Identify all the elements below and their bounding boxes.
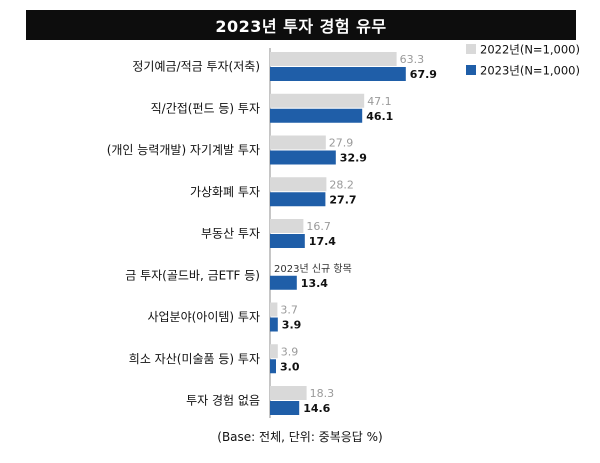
category-label: 정기예금/적금 투자(저축) (132, 60, 260, 74)
bar-2023 (270, 192, 326, 207)
data-label-2023: 67.9 (410, 68, 437, 81)
bar-2022 (270, 177, 327, 192)
category-label: 사업분야(아이템) 투자 (147, 310, 260, 324)
bar-2022 (270, 219, 304, 233)
data-label-2023: 3.9 (282, 319, 302, 332)
data-label-2023: 46.1 (366, 110, 393, 123)
bar-2023 (270, 234, 305, 248)
bar-2022 (270, 135, 326, 150)
category-label: (개인 능력개발) 자기계발 투자 (107, 143, 260, 157)
data-label-2023: 27.7 (329, 193, 356, 206)
bar-2023 (270, 150, 336, 165)
bar-2022 (270, 52, 397, 66)
bar-2022 (270, 302, 278, 317)
legend-swatch-2022 (466, 44, 476, 54)
annotation-new-item: 2023년 신규 항목 (274, 263, 352, 275)
bar-2022 (270, 344, 278, 359)
bar-2023 (270, 108, 363, 123)
data-label-2022: 3.7 (280, 304, 298, 317)
category-label: 희소 자산(미술품 등) 투자 (129, 352, 260, 366)
category-label: 가상화폐 투자 (190, 185, 260, 199)
data-label-2022: 18.3 (310, 387, 335, 400)
data-label-2023: 14.6 (303, 402, 330, 415)
legend-label-2022: 2022년(N=1,000) (480, 43, 580, 57)
legend-label-2023: 2023년(N=1,000) (480, 64, 580, 78)
category-label: 투자 경험 없음 (186, 394, 260, 408)
bar-2023 (270, 359, 276, 374)
data-label-2023: 32.9 (340, 152, 367, 165)
chart-footnote: (Base: 전체, 단위: 중복응답 %) (217, 430, 383, 444)
data-label-2022: 16.7 (306, 220, 331, 233)
data-label-2022: 3.9 (281, 345, 299, 358)
category-label: 부동산 투자 (201, 227, 260, 241)
data-label-2023: 13.4 (301, 277, 328, 290)
data-label-2023: 17.4 (309, 235, 336, 248)
chart-title: 2023년 투자 경험 유무 (26, 10, 576, 40)
bar-2023 (270, 317, 278, 332)
data-label-2022: 28.2 (329, 178, 354, 191)
legend-swatch-2023 (466, 65, 476, 75)
category-label: 금 투자(골드바, 금ETF 등) (125, 268, 260, 282)
category-label: 직/간접(펀드 등) 투자 (151, 101, 260, 115)
bar-2022 (270, 386, 307, 400)
bar-2023 (270, 275, 297, 290)
data-label-2022: 27.9 (329, 137, 354, 150)
bar-2023 (270, 67, 406, 81)
bar-2022 (270, 93, 365, 108)
data-label-2022: 63.3 (400, 53, 425, 66)
data-label-2023: 3.0 (280, 360, 300, 373)
data-label-2022: 47.1 (367, 95, 392, 108)
bar-2023 (270, 401, 300, 415)
